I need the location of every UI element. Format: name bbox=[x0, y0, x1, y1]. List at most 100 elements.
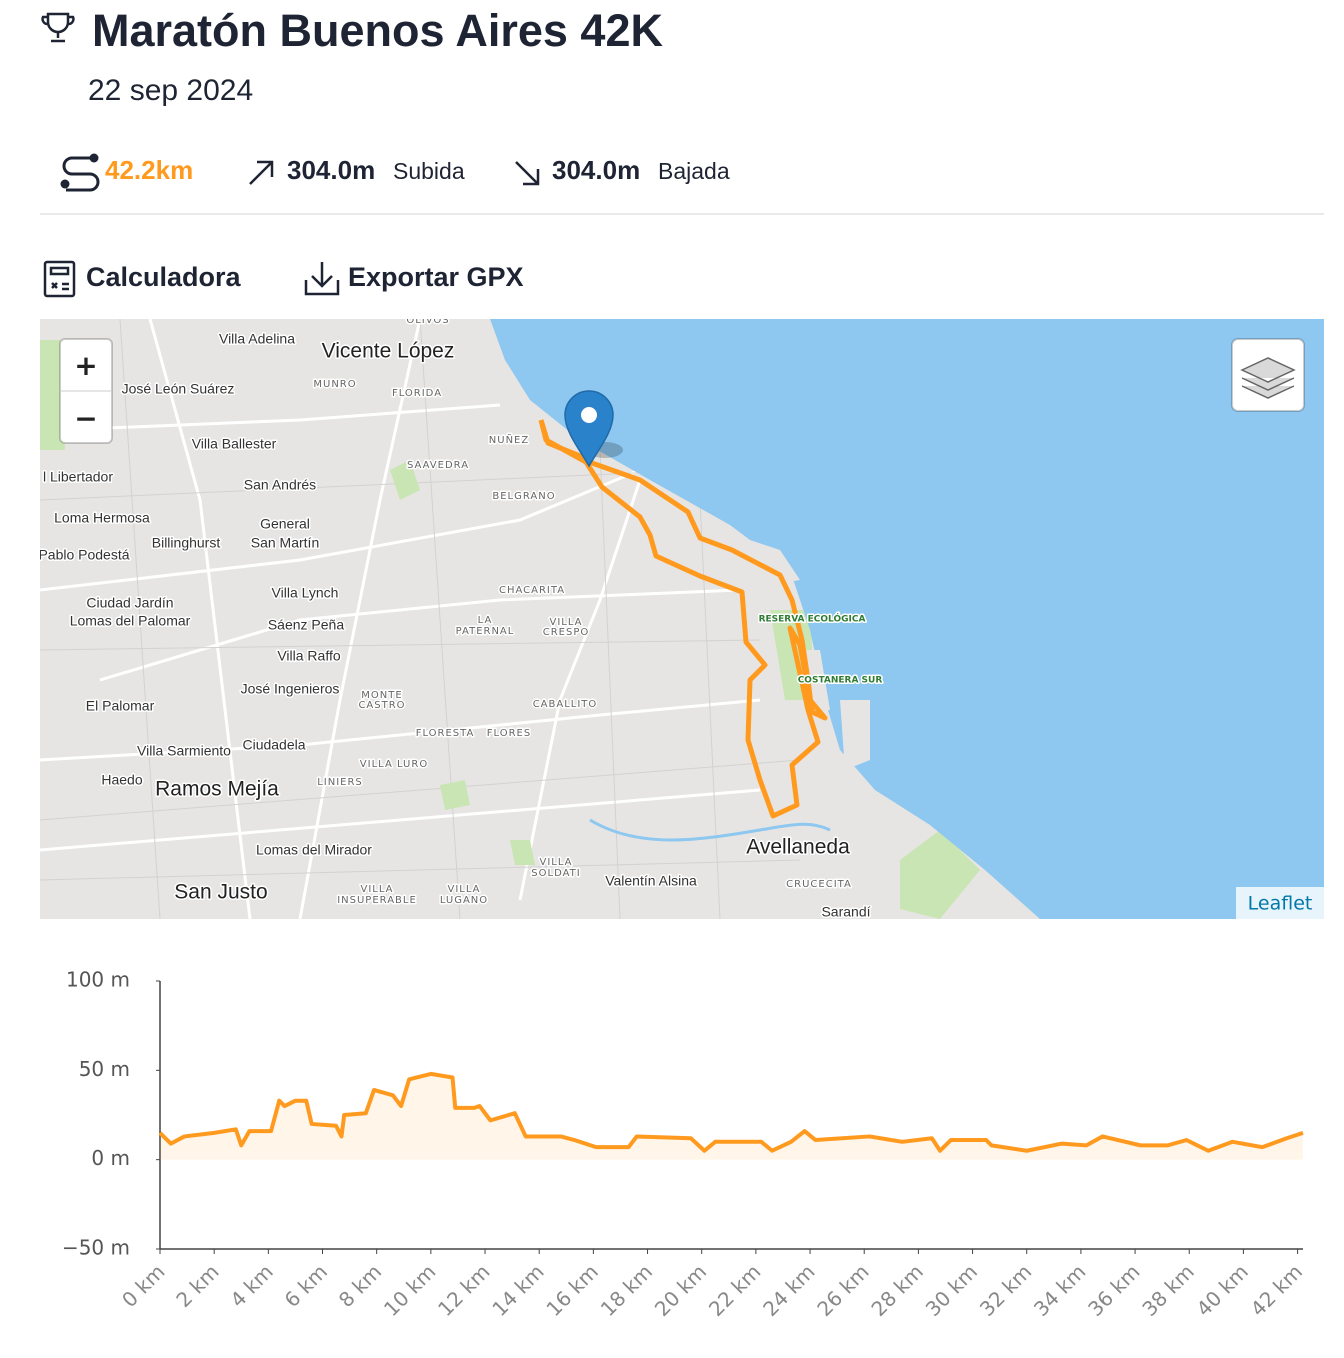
map-label: CABALLITO bbox=[533, 699, 598, 710]
map-label: San Andrés bbox=[244, 477, 316, 493]
map-label: CRUCECITA bbox=[786, 879, 852, 890]
elevation-chart: 100 m50 m0 m−50 m0 km 2 km 4 km 6 km 8 km10 … bbox=[62, 968, 1307, 1321]
distance: 42.2km bbox=[105, 155, 193, 185]
map-label: LINIERS bbox=[317, 777, 363, 788]
x-tick-label: 6 km bbox=[280, 1260, 332, 1312]
layers-control[interactable] bbox=[1231, 338, 1305, 412]
route-icon bbox=[60, 153, 100, 192]
map-label: Lomas del Palomar bbox=[70, 613, 191, 629]
map-label: General bbox=[260, 516, 310, 532]
descent-icon bbox=[515, 161, 540, 186]
map-water bbox=[490, 319, 1324, 919]
map-label: Lomas del Mirador bbox=[256, 842, 372, 858]
x-tick-label: 38 km bbox=[1137, 1260, 1198, 1321]
x-tick-label: 40 km bbox=[1192, 1260, 1253, 1321]
map-label: VILLA bbox=[360, 884, 393, 895]
map-label: José León Suárez bbox=[122, 381, 235, 397]
descent-label: Bajada bbox=[658, 158, 730, 184]
x-tick-label: 4 km bbox=[225, 1260, 277, 1312]
calculator-label: Calculadora bbox=[86, 262, 242, 292]
map-label: Ciudadela bbox=[242, 737, 305, 753]
map-label: VILLA bbox=[539, 857, 572, 868]
map-port bbox=[720, 530, 870, 770]
map-label: Villa Sarmiento bbox=[137, 743, 231, 759]
map-label: San Martín bbox=[251, 535, 319, 551]
trophy-icon bbox=[41, 12, 75, 43]
attribution[interactable]: Leaflet bbox=[1248, 893, 1313, 915]
map[interactable]: Villa Adelina Vicente López José León Suár… bbox=[38, 315, 1324, 920]
map-label: Ciudad Jardín bbox=[86, 595, 173, 611]
map-label: Avellaneda bbox=[746, 836, 850, 859]
x-tick-label: 28 km bbox=[866, 1260, 927, 1321]
map-label: Valentín Alsina bbox=[605, 873, 697, 889]
elevation-line bbox=[158, 1071, 1304, 1153]
map-label: FLORESTA bbox=[416, 728, 475, 739]
map-label: INSUPERABLE bbox=[337, 895, 417, 906]
map-label: OLIVOS bbox=[406, 315, 449, 326]
map-label: BELGRANO bbox=[492, 491, 555, 502]
map-streets bbox=[40, 319, 801, 919]
y-tick-label: 100 m bbox=[66, 968, 130, 992]
map-roads bbox=[40, 319, 761, 919]
start-marker[interactable] bbox=[564, 390, 623, 468]
map-label: Haedo bbox=[101, 772, 142, 788]
map-label: FLORIDA bbox=[392, 388, 442, 399]
map-label: MUNRO bbox=[313, 379, 356, 390]
export-button[interactable]: Exportar GPX bbox=[304, 262, 524, 296]
map-label: El Palomar bbox=[86, 698, 155, 714]
map-label: RESERVA ECOLÓGICA bbox=[759, 613, 866, 625]
x-tick-label: 26 km bbox=[812, 1260, 873, 1321]
map-label: San Justo bbox=[174, 881, 267, 904]
x-tick-label: 22 km bbox=[704, 1260, 765, 1321]
zoom-in[interactable]: + bbox=[74, 349, 97, 382]
map-labels: Villa Adelina Vicente López José León Suár… bbox=[38, 315, 884, 920]
y-tick-label: 0 m bbox=[91, 1146, 130, 1170]
map-label: Ramos Mejía bbox=[155, 778, 279, 801]
map-label: SOLDATI bbox=[531, 868, 580, 879]
x-tick-label: 42 km bbox=[1246, 1260, 1307, 1321]
map-label: Loma Hermosa bbox=[54, 510, 150, 526]
map-label: CASTRO bbox=[358, 700, 405, 711]
x-tick-label: 34 km bbox=[1029, 1260, 1090, 1321]
calculator-button[interactable]: Calculadora bbox=[43, 260, 242, 298]
title: Maratón Buenos Aires 42K bbox=[92, 5, 663, 56]
map-label: VILLA LURO bbox=[360, 759, 428, 770]
map-label: Villa Adelina bbox=[219, 331, 295, 347]
ascent-label: Subida bbox=[393, 158, 465, 184]
x-tick-label: 36 km bbox=[1083, 1260, 1144, 1321]
map-label: FLORES bbox=[487, 728, 531, 739]
map-label: SAAVEDRA bbox=[407, 460, 469, 471]
x-tick-label: 10 km bbox=[379, 1260, 440, 1321]
map-label: PATERNAL bbox=[456, 626, 515, 637]
map-label: Villa Raffo bbox=[277, 648, 341, 664]
attribution-box bbox=[1236, 887, 1324, 919]
x-tick-label: 24 km bbox=[758, 1260, 819, 1321]
x-tick-label: 0 km bbox=[117, 1260, 169, 1312]
map-label: CRESPO bbox=[543, 627, 590, 638]
map-label: Billinghurst bbox=[152, 535, 221, 551]
date: 22 sep 2024 bbox=[88, 74, 253, 107]
zoom-control: + − bbox=[59, 338, 113, 444]
map-label: CHACARITA bbox=[499, 585, 565, 596]
map-label: LA bbox=[478, 615, 493, 626]
x-tick-label: 32 km bbox=[975, 1260, 1036, 1321]
map-label: Sáenz Peña bbox=[268, 617, 344, 633]
x-tick-label: 14 km bbox=[487, 1260, 548, 1321]
zoom-out[interactable]: − bbox=[74, 402, 97, 435]
ascent-icon bbox=[249, 160, 274, 185]
map-parks bbox=[40, 340, 980, 919]
export-label: Exportar GPX bbox=[348, 262, 524, 292]
map-label: Pablo Podestá bbox=[38, 547, 129, 563]
x-tick-label: 12 km bbox=[433, 1260, 494, 1321]
map-label: NUÑEZ bbox=[489, 433, 529, 446]
x-tick-label: 16 km bbox=[541, 1260, 602, 1321]
map-label: José Ingenieros bbox=[241, 681, 340, 697]
map-label: l Libertador bbox=[43, 469, 113, 485]
y-tick-label: −50 m bbox=[62, 1236, 130, 1260]
map-label: Villa Ballester bbox=[192, 436, 277, 452]
x-tick-label: 2 km bbox=[171, 1260, 223, 1312]
map-label: VILLA bbox=[549, 617, 582, 628]
map-label: COSTANERA SUR bbox=[798, 676, 883, 686]
map-label: Sarandí bbox=[821, 904, 870, 920]
